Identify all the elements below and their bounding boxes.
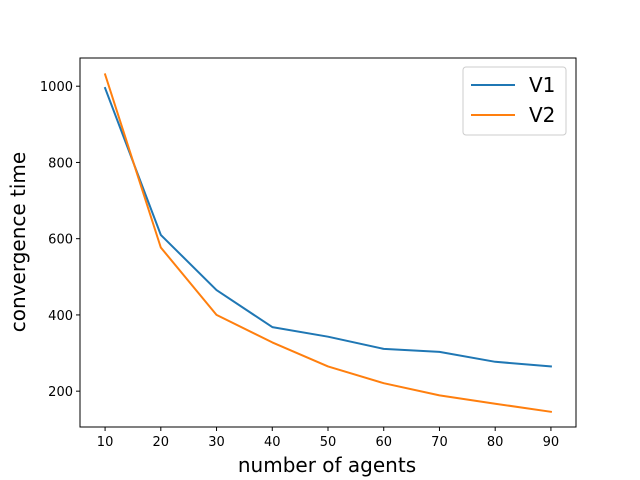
x-axis: 10 20 30 40 50 60 70 80 90 bbox=[97, 427, 559, 450]
x-tick-label: 40 bbox=[264, 435, 281, 450]
y-axis: 200 400 600 800 1000 bbox=[40, 80, 80, 400]
legend-label-v1: V1 bbox=[529, 73, 555, 97]
x-tick-label: 60 bbox=[375, 435, 392, 450]
x-tick-label: 80 bbox=[487, 435, 504, 450]
legend-label-v2: V2 bbox=[529, 103, 555, 127]
series-line-v2 bbox=[103, 73, 553, 413]
x-tick-label: 20 bbox=[153, 435, 170, 450]
plot-area bbox=[103, 73, 553, 413]
x-tick-label: 70 bbox=[431, 435, 448, 450]
y-tick-label: 200 bbox=[48, 385, 73, 400]
y-tick-label: 1000 bbox=[40, 80, 73, 95]
x-tick-label: 90 bbox=[543, 435, 560, 450]
x-tick-label: 10 bbox=[97, 435, 114, 450]
y-tick-label: 800 bbox=[48, 156, 73, 171]
x-axis-label: number of agents bbox=[238, 453, 416, 477]
x-tick-label: 50 bbox=[320, 435, 337, 450]
y-tick-label: 600 bbox=[48, 233, 73, 248]
series-line-v1 bbox=[103, 86, 552, 368]
y-tick-label: 400 bbox=[48, 309, 73, 324]
y-axis-label: convergence time bbox=[6, 152, 30, 332]
x-tick-label: 30 bbox=[208, 435, 225, 450]
